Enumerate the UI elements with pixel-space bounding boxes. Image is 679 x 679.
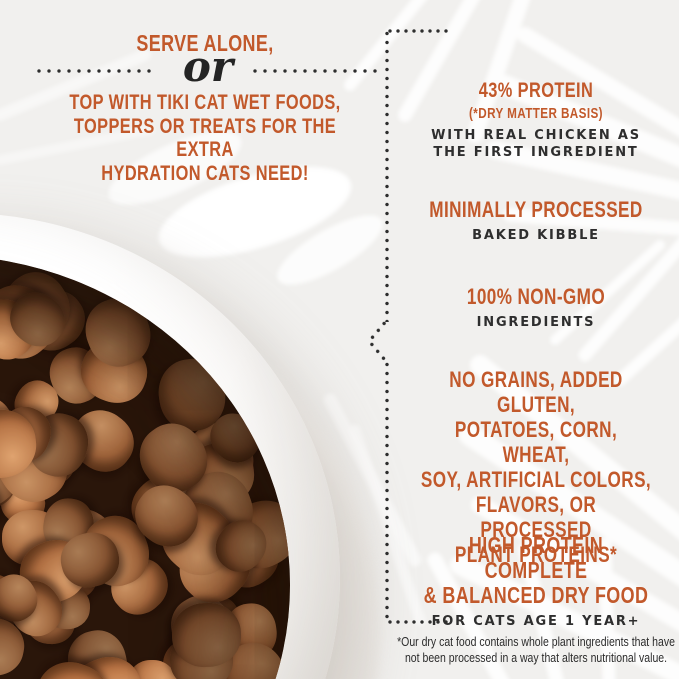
benefit-minimally-processed-detail: BAKED KIBBLE xyxy=(472,228,600,243)
topper-message: TOP WITH TIKI CAT WET FOODS, TOPPERS OR … xyxy=(69,91,341,185)
benefit-protein-headline: 43% PROTEIN xyxy=(478,79,594,102)
benefit-complete-food-headline: HIGH PROTEIN COMPLETE & BALANCED DRY FOO… xyxy=(423,532,649,608)
benefit-protein-subheadline: (*DRY MATTER BASIS) xyxy=(469,105,603,122)
benefit-protein: 43% PROTEIN (*DRY MATTER BASIS) WITH REA… xyxy=(386,79,679,161)
benefit-no-grains-headline: NO GRAINS, ADDED GLUTEN, POTATOES, CORN,… xyxy=(420,367,652,567)
divider-vertical-upper xyxy=(385,29,389,322)
dotted-connector-right xyxy=(250,69,378,73)
serve-alone-heading: SERVE ALONE, xyxy=(136,30,274,56)
benefit-protein-detail: WITH REAL CHICKEN AS THE FIRST INGREDIEN… xyxy=(431,128,641,160)
benefit-complete-food: HIGH PROTEIN COMPLETE & BALANCED DRY FOO… xyxy=(386,533,679,631)
benefit-minimally-processed-headline: MINIMALLY PROCESSED xyxy=(429,197,643,222)
benefit-non-gmo-headline: 100% NON-GMO xyxy=(466,284,606,309)
benefit-minimally-processed: MINIMALLY PROCESSED BAKED KIBBLE xyxy=(386,197,679,245)
footnote: *Our dry cat food contains whole plant i… xyxy=(397,635,675,665)
benefit-no-grains: NO GRAINS, ADDED GLUTEN, POTATOES, CORN,… xyxy=(386,367,679,567)
benefit-non-gmo: 100% NON-GMO INGREDIENTS xyxy=(386,284,679,332)
benefit-non-gmo-detail: INGREDIENTS xyxy=(476,315,596,330)
or-script-text: or xyxy=(182,42,234,91)
divider-top-arm xyxy=(386,29,450,33)
benefit-complete-food-detail: FOR CATS AGE 1 YEAR+ xyxy=(431,614,641,629)
divider-bottom-arm xyxy=(386,620,452,624)
divider-vertical-lower xyxy=(385,360,389,622)
dotted-connector-left xyxy=(34,69,156,73)
